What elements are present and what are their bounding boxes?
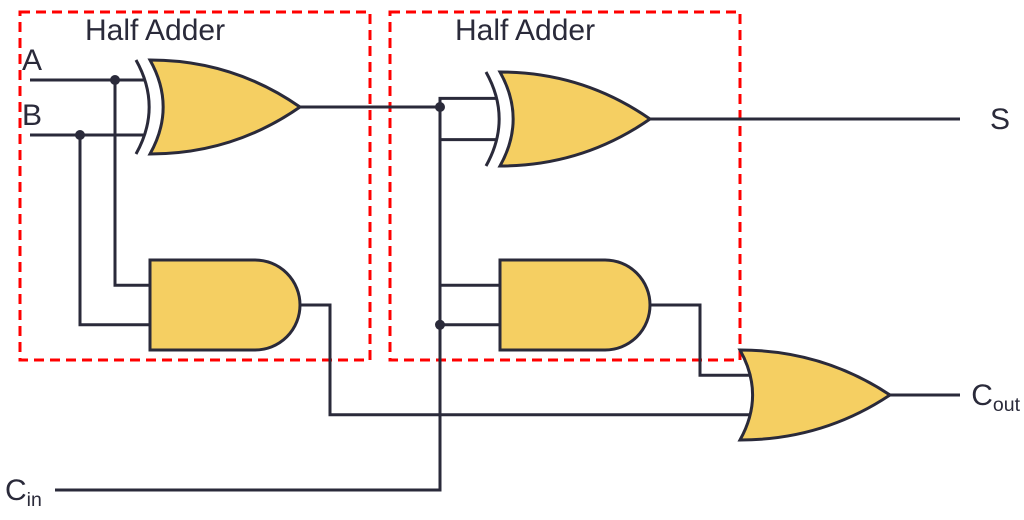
xor1-body xyxy=(150,60,300,154)
wire-xor1-xor2 xyxy=(300,98,497,107)
node-A-branch xyxy=(110,75,120,85)
xor1-xor-arc xyxy=(136,60,149,154)
node-B-branch xyxy=(75,130,85,140)
and2-and-gate xyxy=(500,260,650,350)
wire-A-and1 xyxy=(115,80,150,285)
label-Cin: Cin xyxy=(5,474,42,511)
node-Cin-branch xyxy=(435,320,445,330)
ha1-title: Half Adder xyxy=(85,14,225,47)
full-adder-diagram: Half Adder Half Adder AB Cin S Cout xyxy=(0,0,1024,520)
and1-and-gate xyxy=(150,260,300,350)
or1-body xyxy=(740,350,890,440)
node-xor1-branch xyxy=(435,102,445,112)
xor2-body xyxy=(500,72,650,166)
wire-xor1-and2 xyxy=(440,107,500,285)
wire-Cin-and2 xyxy=(55,325,500,490)
label-S: S xyxy=(990,103,1010,136)
label-B: B xyxy=(22,99,42,132)
ha2-title: Half Adder xyxy=(455,14,595,47)
xor2-xor-arc xyxy=(486,72,499,166)
label-Cout: Cout xyxy=(971,379,1020,416)
wire-and2-or1 xyxy=(650,305,750,375)
wire-Cin-xor2 xyxy=(440,140,497,325)
label-A: A xyxy=(22,44,42,77)
